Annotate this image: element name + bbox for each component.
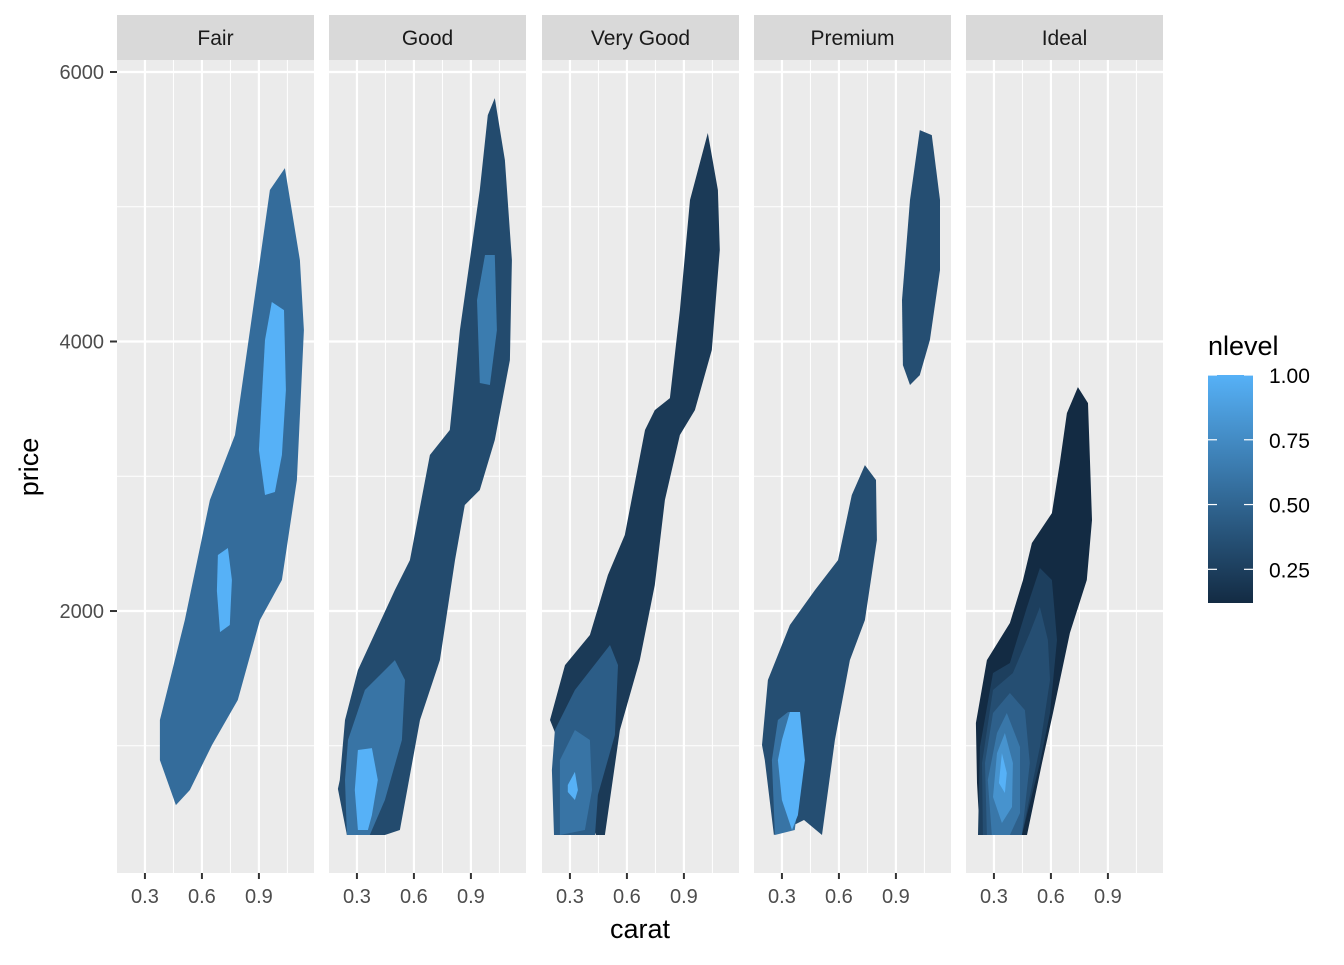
legend-label: 1.00	[1269, 365, 1310, 388]
contour-band	[477, 255, 497, 385]
contour-band	[337, 98, 512, 836]
x-tick-label: 0.3	[768, 886, 796, 908]
legend-label: 0.75	[1269, 430, 1310, 453]
legend-colorbar	[1208, 375, 1253, 603]
y-axis: 2000 4000 6000	[60, 62, 117, 623]
facet-strip-label: Very Good	[591, 27, 690, 50]
contour-band	[902, 130, 940, 385]
legend-label: 0.50	[1269, 495, 1310, 518]
facet-strip-label: Premium	[810, 27, 894, 50]
facet-premium: Premium 0.3 0.6 0.9	[754, 15, 951, 908]
facet-strip	[966, 15, 1163, 60]
x-tick-label: 0.6	[825, 886, 853, 908]
y-axis-title: price	[14, 438, 44, 497]
x-tick-label: 0.9	[245, 886, 273, 908]
facet-strip	[117, 15, 314, 60]
facet-strip-label: Ideal	[1042, 27, 1088, 50]
y-tick-label: 6000	[60, 62, 105, 84]
facet-very-good: Very Good 0.3 0.6 0.9	[542, 15, 739, 908]
y-tick-label: 4000	[60, 332, 105, 354]
contour-band	[216, 548, 232, 633]
x-tick-label: 0.6	[400, 886, 428, 908]
facet-strip	[329, 15, 526, 60]
x-tick-label: 0.9	[457, 886, 485, 908]
x-tick-label: 0.6	[613, 886, 641, 908]
facet-strip-label: Fair	[197, 27, 233, 50]
contour-band	[258, 302, 286, 495]
facet-strip-label: Good	[402, 27, 453, 50]
facet-panels: Fair 0.3 0.6 0.9 Good 0.3 0.6 0.9 Very Good 0.3 0.…	[117, 15, 1163, 908]
legend-title: nlevel	[1208, 331, 1279, 361]
facet-strip	[542, 15, 739, 60]
contour-band	[998, 753, 1007, 793]
contour-band	[354, 748, 378, 830]
facet-fair: Fair 0.3 0.6 0.9	[117, 15, 314, 908]
contour-band	[777, 712, 805, 830]
legend-label: 0.25	[1269, 559, 1310, 582]
contour-band	[567, 771, 578, 800]
x-tick-label: 0.3	[556, 886, 584, 908]
facet-good: Good 0.3 0.6 0.9	[329, 15, 526, 908]
x-tick-label: 0.9	[1094, 886, 1122, 908]
x-tick-label: 0.3	[131, 886, 159, 908]
y-tick-label: 2000	[60, 601, 105, 623]
x-axis-title: carat	[610, 914, 671, 944]
x-tick-label: 0.6	[188, 886, 216, 908]
x-tick-label: 0.9	[882, 886, 910, 908]
facet-ideal: Ideal 0.3 0.6 0.9	[966, 15, 1163, 908]
legend: nlevel 1.00 0.75 0.50 0.25	[1208, 331, 1310, 603]
x-tick-label: 0.6	[1037, 886, 1065, 908]
x-tick-label: 0.3	[343, 886, 371, 908]
x-tick-label: 0.3	[980, 886, 1008, 908]
facet-strip	[754, 15, 951, 60]
x-tick-label: 0.9	[670, 886, 698, 908]
contour-band	[550, 133, 720, 835]
